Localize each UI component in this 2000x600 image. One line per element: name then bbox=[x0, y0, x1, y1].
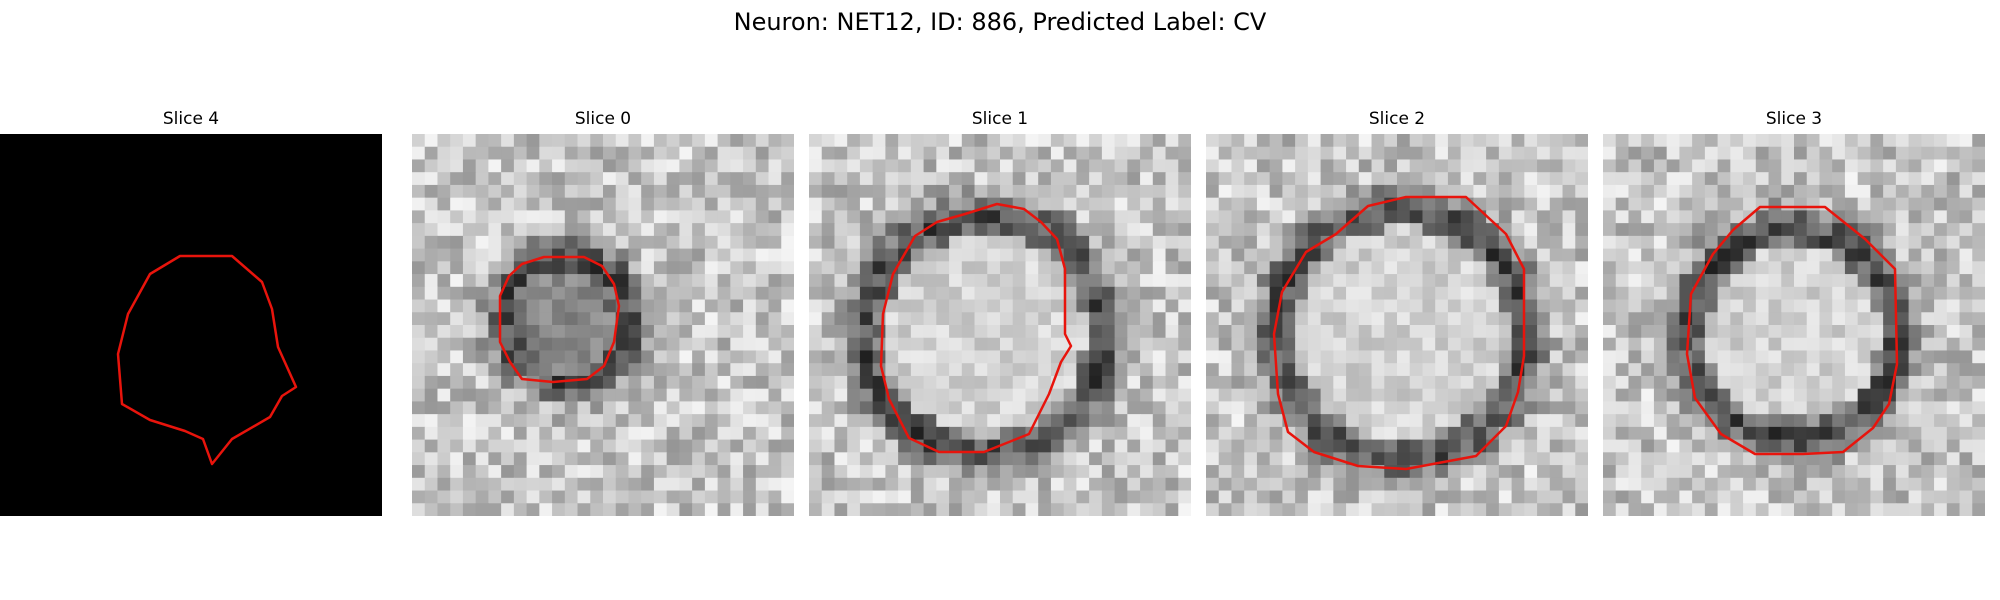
slice-image bbox=[1603, 134, 1985, 516]
slice-title: Slice 3 bbox=[1765, 109, 1823, 129]
slice-panel-1: Slice 1 bbox=[809, 107, 1191, 522]
slice-image bbox=[412, 134, 794, 516]
slice-panel-4: Slice 4 bbox=[0, 107, 382, 522]
segmentation-contour bbox=[1272, 195, 1526, 471]
em-texture bbox=[1603, 134, 1985, 516]
em-texture bbox=[412, 134, 794, 516]
slice-panel-0: Slice 0 bbox=[412, 107, 794, 522]
slice-image bbox=[1206, 134, 1588, 516]
blank-slice-background bbox=[0, 134, 382, 516]
slice-title: Slice 4 bbox=[162, 109, 220, 129]
slice-panel-2: Slice 2 bbox=[1206, 107, 1588, 522]
segmentation-contour bbox=[498, 255, 621, 384]
segmentation-contour bbox=[116, 254, 298, 466]
slice-title: Slice 1 bbox=[971, 109, 1029, 129]
figure-title: Neuron: NET12, ID: 886, Predicted Label:… bbox=[733, 8, 1267, 36]
segmentation-contour bbox=[1685, 205, 1899, 456]
slice-image bbox=[0, 134, 382, 516]
slice-panel-3: Slice 3 bbox=[1603, 107, 1985, 522]
slice-title: Slice 2 bbox=[1368, 109, 1426, 129]
em-texture bbox=[1206, 134, 1588, 516]
em-texture bbox=[809, 134, 1191, 516]
slice-title: Slice 0 bbox=[574, 109, 632, 129]
slice-image bbox=[809, 134, 1191, 516]
segmentation-contour bbox=[879, 202, 1073, 454]
